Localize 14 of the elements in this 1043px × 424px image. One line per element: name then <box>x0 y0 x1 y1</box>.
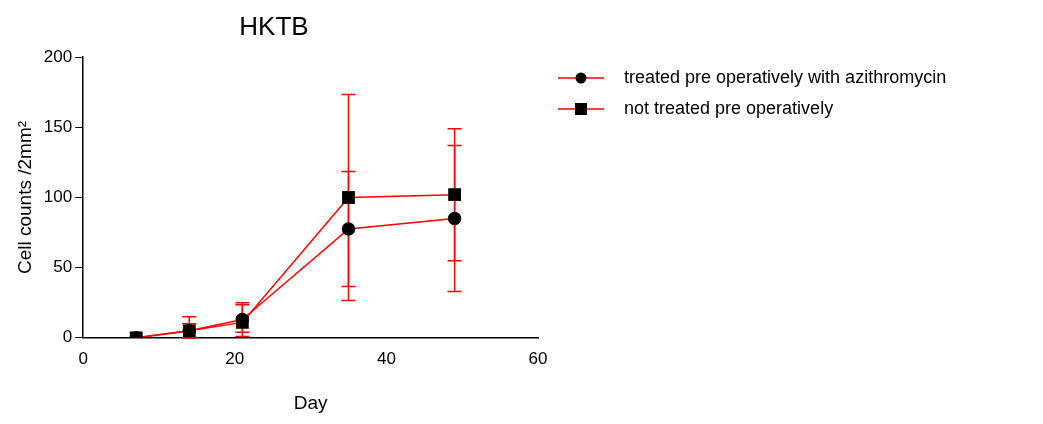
y-tick-label: 0 <box>62 327 73 347</box>
chart-title: HKTB <box>239 10 309 41</box>
y-tick-label: 100 <box>43 187 73 207</box>
x-axis-title: Day <box>293 391 328 413</box>
x-tick-label: 0 <box>78 348 88 368</box>
legend-label: treated pre operatively with azithromycin <box>624 66 947 87</box>
y-tick-label: 50 <box>53 257 73 277</box>
legend-label: not treated pre operatively <box>624 97 834 118</box>
y-tick-label: 200 <box>43 46 73 66</box>
x-tick-label: 60 <box>528 348 548 368</box>
x-tick-label: 40 <box>376 348 396 368</box>
x-tick-label: 20 <box>225 348 245 368</box>
y-axis-title: Cell counts /2mm² <box>13 120 35 275</box>
y-tick-label: 150 <box>43 117 73 137</box>
